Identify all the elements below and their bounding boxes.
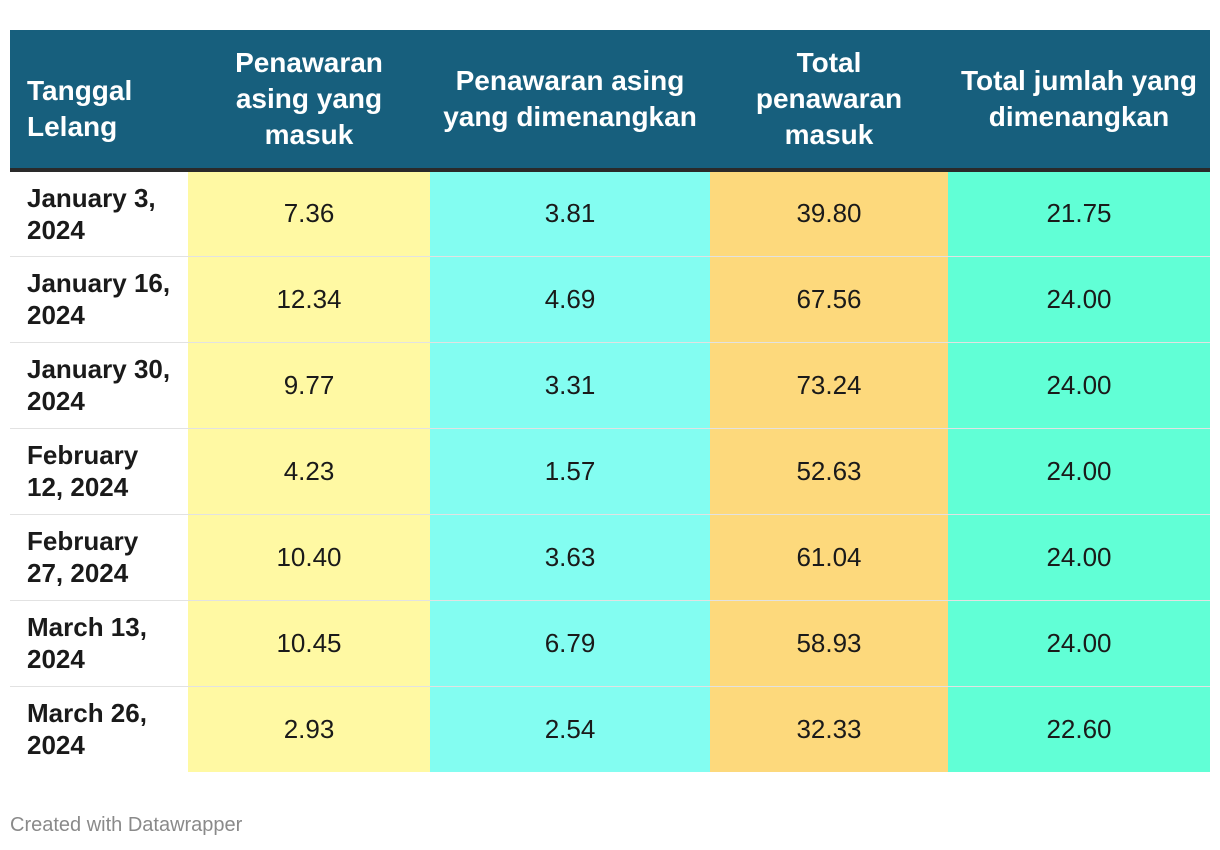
cell-penawaran-asing-masuk: 4.23	[188, 427, 430, 514]
cell-total-penawaran-masuk: 32.33	[710, 685, 948, 772]
cell-penawaran-asing-dimenangkan: 1.57	[430, 427, 710, 514]
cell-penawaran-asing-masuk: 7.36	[188, 170, 430, 256]
cell-penawaran-asing-masuk: 10.40	[188, 513, 430, 600]
table-row: February 27, 2024 10.40 3.63 61.04 24.00	[10, 513, 1210, 600]
cell-date: January 3, 2024	[10, 170, 188, 256]
cell-total-penawaran-masuk: 73.24	[710, 341, 948, 428]
cell-total-dimenangkan: 24.00	[948, 341, 1210, 428]
table-body: January 3, 2024 7.36 3.81 39.80 21.75 January…	[10, 170, 1210, 772]
cell-penawaran-asing-masuk: 10.45	[188, 599, 430, 686]
table-row: January 16, 2024 12.34 4.69 67.56 24.00	[10, 255, 1210, 342]
table-header: Tanggal Lelang Penawaran asing yang masu…	[10, 30, 1210, 172]
cell-total-dimenangkan: 24.00	[948, 513, 1210, 600]
cell-date: February 27, 2024	[10, 513, 188, 600]
cell-penawaran-asing-dimenangkan: 3.81	[430, 170, 710, 256]
footer-credit: Created with Datawrapper	[10, 814, 243, 836]
cell-penawaran-asing-masuk: 2.93	[188, 685, 430, 772]
table-row: January 30, 2024 9.77 3.31 73.24 24.00	[10, 341, 1210, 428]
cell-total-penawaran-masuk: 67.56	[710, 255, 948, 342]
cell-total-penawaran-masuk: 52.63	[710, 427, 948, 514]
table-row: March 13, 2024 10.45 6.79 58.93 24.00	[10, 599, 1210, 686]
cell-date: March 13, 2024	[10, 599, 188, 686]
header-row: Tanggal Lelang Penawaran asing yang masu…	[10, 30, 1210, 172]
column-header-total-penawaran-masuk: Total penawaran masuk	[710, 30, 948, 172]
column-header-total-dimenangkan: Total jumlah yang dimenangkan	[948, 30, 1210, 172]
cell-penawaran-asing-dimenangkan: 6.79	[430, 599, 710, 686]
cell-total-dimenangkan: 21.75	[948, 170, 1210, 256]
cell-total-dimenangkan: 24.00	[948, 255, 1210, 342]
cell-total-dimenangkan: 24.00	[948, 427, 1210, 514]
cell-penawaran-asing-dimenangkan: 4.69	[430, 255, 710, 342]
column-header-penawaran-asing-dimenangkan: Penawaran asing yang dimenangkan	[430, 30, 710, 172]
table-row: March 26, 2024 2.93 2.54 32.33 22.60	[10, 685, 1210, 772]
cell-penawaran-asing-dimenangkan: 3.31	[430, 341, 710, 428]
cell-date: January 30, 2024	[10, 341, 188, 428]
table-row: January 3, 2024 7.36 3.81 39.80 21.75	[10, 170, 1210, 256]
column-header-tanggal-lelang: Tanggal Lelang	[10, 30, 188, 172]
data-table-container: Tanggal Lelang Penawaran asing yang masu…	[10, 30, 1210, 772]
cell-penawaran-asing-masuk: 9.77	[188, 341, 430, 428]
cell-penawaran-asing-dimenangkan: 2.54	[430, 685, 710, 772]
column-header-penawaran-asing-masuk: Penawaran asing yang masuk	[188, 30, 430, 172]
cell-penawaran-asing-dimenangkan: 3.63	[430, 513, 710, 600]
cell-total-penawaran-masuk: 61.04	[710, 513, 948, 600]
cell-date: January 16, 2024	[10, 255, 188, 342]
cell-total-dimenangkan: 22.60	[948, 685, 1210, 772]
cell-date: February 12, 2024	[10, 427, 188, 514]
cell-total-penawaran-masuk: 39.80	[710, 170, 948, 256]
table-row: February 12, 2024 4.23 1.57 52.63 24.00	[10, 427, 1210, 514]
cell-total-dimenangkan: 24.00	[948, 599, 1210, 686]
cell-date: March 26, 2024	[10, 685, 188, 772]
data-table: Tanggal Lelang Penawaran asing yang masu…	[10, 30, 1210, 772]
cell-total-penawaran-masuk: 58.93	[710, 599, 948, 686]
cell-penawaran-asing-masuk: 12.34	[188, 255, 430, 342]
